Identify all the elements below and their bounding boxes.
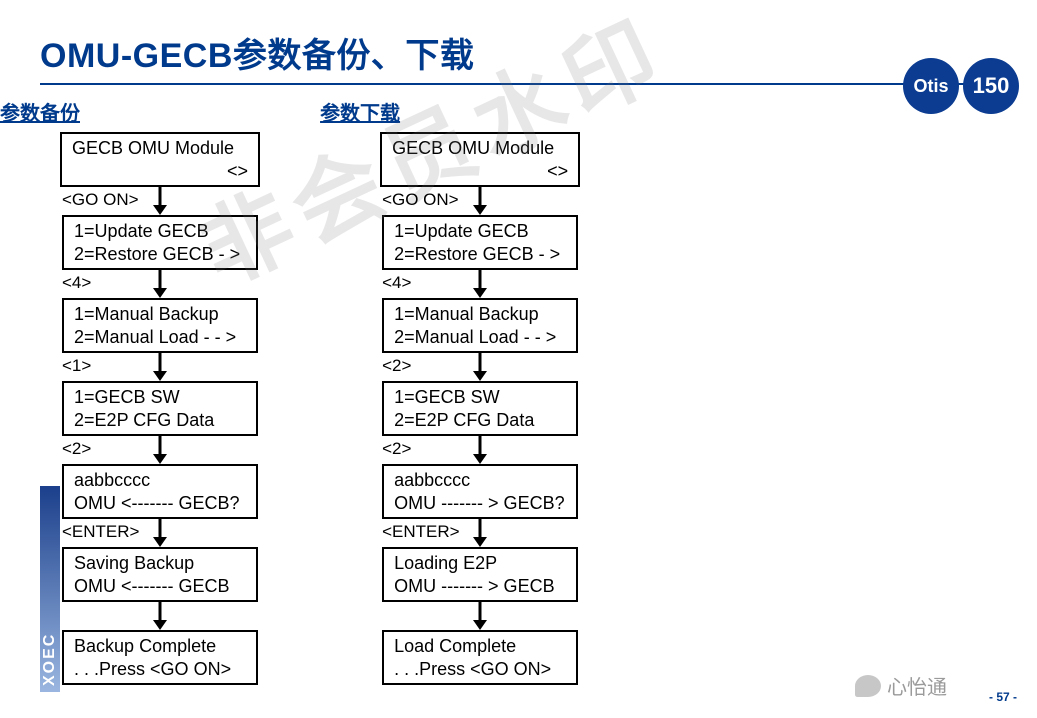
flow-node: GECB OMU Module <> — [60, 132, 260, 187]
flow-node: 1=GECB SW 2=E2P CFG Data — [62, 381, 258, 436]
flow-node: 1=Update GECB 2=Restore GECB - > — [62, 215, 258, 270]
column-download: 参数下载 GECB OMU Module <> <GO ON>1=Update … — [380, 97, 580, 685]
flow-arrow: <2> — [380, 436, 580, 464]
logo-otis: Otis — [903, 58, 959, 114]
flow-node: Backup Complete . . .Press <GO ON> — [62, 630, 258, 685]
title-underline — [40, 83, 997, 85]
flow-arrow: <2> — [60, 436, 260, 464]
footer-watermark: 心怡通 — [855, 671, 947, 700]
flow-arrow: <4> — [60, 270, 260, 298]
flowchart-backup: GECB OMU Module <> <GO ON> 1=Update GECB … — [60, 132, 260, 685]
page-number: - 57 - — [989, 690, 1017, 704]
sidebar-brand: XOEC — [40, 486, 60, 692]
page-title: OMU-GECB参数备份、下载 — [40, 28, 997, 77]
arrow-label: <ENTER> — [60, 522, 139, 542]
flow-arrow: <ENTER> — [380, 519, 580, 547]
logo-group: Otis 150 — [903, 58, 1019, 114]
flow-node: Saving Backup OMU <------- GECB — [62, 547, 258, 602]
arrow-label: <4> — [380, 273, 411, 293]
flow-node: 1=Manual Backup 2=Manual Load - - > — [382, 298, 578, 353]
arrow-label: <2> — [60, 439, 91, 459]
flow-arrow: <1> — [60, 353, 260, 381]
flow-node: 1=Update GECB 2=Restore GECB - > — [382, 215, 578, 270]
column-backup: 参数备份 GECB OMU Module <> <GO ON>1=Update … — [60, 97, 260, 685]
logo-150: 150 — [963, 58, 1019, 114]
column-title-download: 参数下载 — [320, 97, 400, 126]
flow-arrow — [60, 602, 260, 630]
arrow-label: <4> — [60, 273, 91, 293]
arrow-label: <ENTER> — [380, 522, 459, 542]
flow-arrow — [380, 602, 580, 630]
flow-node: Load Complete . . .Press <GO ON> — [382, 630, 578, 685]
flow-node: aabbcccc OMU ------- > GECB? — [382, 464, 578, 519]
flow-columns: 参数备份 GECB OMU Module <> <GO ON>1=Update … — [40, 97, 997, 685]
flow-arrow: <2> — [380, 353, 580, 381]
flow-node: GECB OMU Module <> — [380, 132, 580, 187]
flow-arrow: <GO ON> — [380, 187, 580, 215]
arrow-label: <1> — [60, 356, 91, 376]
footer-text: 心怡通 — [887, 671, 947, 700]
arrow-label: <GO ON> — [380, 190, 459, 210]
chat-bubble-icon — [855, 675, 881, 697]
flow-arrow: <4> — [380, 270, 580, 298]
flow-node: 1=GECB SW 2=E2P CFG Data — [382, 381, 578, 436]
flowchart-download: GECB OMU Module <> <GO ON> 1=Update GECB … — [380, 132, 580, 685]
arrow-label: <2> — [380, 439, 411, 459]
flow-arrow: <GO ON> — [60, 187, 260, 215]
flow-arrow: <ENTER> — [60, 519, 260, 547]
arrow-label: <2> — [380, 356, 411, 376]
arrow-label: <GO ON> — [60, 190, 139, 210]
flow-node: Loading E2P OMU ------- > GECB — [382, 547, 578, 602]
flow-node: 1=Manual Backup 2=Manual Load - - > — [62, 298, 258, 353]
flow-node: aabbcccc OMU <------- GECB? — [62, 464, 258, 519]
slide: 非会员水印 OMU-GECB参数备份、下载 Otis 150 参数备份 GECB… — [0, 0, 1037, 718]
column-title-backup: 参数备份 — [0, 97, 80, 126]
